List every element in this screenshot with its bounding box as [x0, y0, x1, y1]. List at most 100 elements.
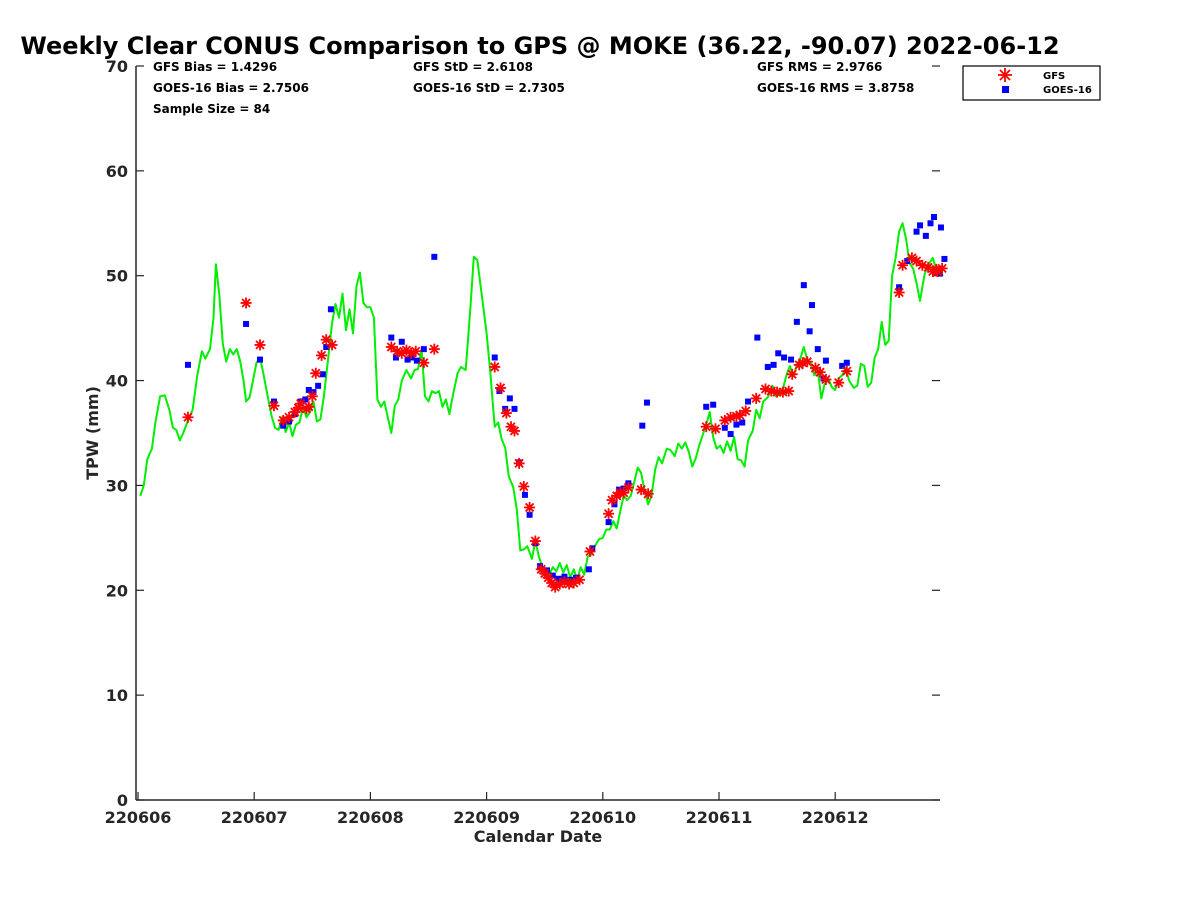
gfs-point	[182, 411, 194, 423]
gfs-point	[529, 535, 541, 547]
gfs-point-stroke	[514, 458, 524, 469]
gfs-point	[326, 339, 338, 351]
gfs-point	[489, 361, 501, 373]
gfs-point	[622, 482, 634, 494]
legend-goes-marker	[1002, 86, 1009, 93]
gfs-point	[783, 385, 795, 397]
gfs-point-stroke	[741, 406, 751, 416]
gfs-point-stroke	[937, 263, 947, 274]
chart-title: Weekly Clear CONUS Comparison to GPS @ M…	[20, 32, 1059, 60]
goes-16-point	[611, 501, 618, 508]
gfs-point	[893, 286, 905, 298]
gfs-point-stroke	[923, 262, 933, 272]
goes-16-point	[555, 575, 562, 582]
y-tick-label: 70	[106, 57, 128, 76]
goes-16-point	[739, 419, 746, 426]
gfs-point	[642, 488, 654, 500]
gfs-point	[418, 357, 430, 369]
gfs-point-stroke	[623, 482, 634, 493]
goes-16-point	[764, 363, 771, 370]
goes-16-point	[917, 222, 924, 229]
goes-16-point	[616, 486, 623, 493]
goes-16-point	[243, 320, 250, 327]
goes-16-point	[721, 424, 728, 431]
goes-16-point	[404, 356, 411, 363]
goes-16-point	[843, 359, 850, 366]
gfs-point	[911, 255, 923, 267]
goes-16-point	[302, 396, 309, 403]
legend-gfs-marker	[998, 68, 1012, 82]
goes-16-point	[754, 334, 761, 341]
gfs-point	[303, 401, 315, 413]
gfs-point	[513, 457, 525, 469]
goes-16-point	[491, 354, 498, 361]
goes-16-point	[710, 401, 717, 408]
gfs-point	[740, 405, 752, 417]
gfs-point-stroke	[802, 357, 812, 367]
goes-16-point	[511, 405, 518, 412]
gfs-point-stroke	[392, 346, 402, 356]
goes-16-point	[310, 389, 317, 396]
gfs-point-stroke	[897, 260, 908, 270]
gfs-point-stroke	[725, 412, 736, 422]
gfs-point-stroke	[810, 363, 821, 373]
gfs-point	[801, 356, 813, 368]
gfs-point-stroke	[559, 577, 570, 587]
goes-16-point	[315, 382, 322, 389]
goes-16-point	[420, 346, 427, 353]
gfs-point	[254, 339, 266, 351]
goes-16-point	[643, 399, 650, 406]
gfs-point	[385, 341, 397, 353]
goes-16-point	[398, 338, 405, 345]
stat-goes-rms: GOES-16 RMS = 3.8758	[757, 81, 914, 95]
gfs-point	[635, 484, 647, 496]
goes-16-point	[431, 253, 438, 260]
gfs-point	[400, 344, 412, 356]
x-tick-label: 220607	[221, 808, 288, 827]
goes-16-point	[770, 361, 777, 368]
goes-16-point	[585, 566, 592, 573]
goes-16-point	[537, 563, 544, 570]
stat-gfs-bias: GFS Bias = 1.4296	[153, 60, 277, 74]
y-tick-label: 40	[106, 372, 128, 391]
gfs-point	[710, 423, 722, 435]
goes-16-point	[733, 421, 740, 428]
gfs-point-stroke	[784, 386, 794, 396]
gfs-point-stroke	[815, 367, 825, 377]
gfs-point-stroke	[321, 335, 331, 345]
gfs-point-stroke	[787, 369, 797, 379]
gfs-point-stroke	[735, 410, 745, 420]
goes-16-point	[781, 354, 788, 361]
gfs-point-stroke	[710, 424, 721, 434]
stat-goes-std: GOES-16 StD = 2.7305	[413, 81, 565, 95]
gfs-point-stroke	[751, 393, 761, 404]
gfs-point-stroke	[603, 509, 614, 519]
gfs-point	[814, 366, 826, 378]
gps-series	[139, 222, 944, 581]
goes-16-series	[184, 213, 948, 583]
gfs-point-stroke	[509, 426, 520, 436]
y-tick-label: 10	[106, 686, 128, 705]
x-tick-label: 220609	[453, 808, 520, 827]
gfs-point	[283, 411, 295, 423]
y-axis-label: TPW (mm)	[83, 386, 102, 480]
gfs-point-stroke	[419, 358, 429, 368]
gfs-point-stroke	[241, 298, 251, 308]
gfs-point	[841, 365, 853, 377]
goes-16-point	[409, 354, 416, 361]
goes-16-point	[808, 302, 815, 309]
gfs-point	[508, 425, 520, 437]
x-tick-label: 220606	[105, 808, 172, 827]
goes-16-point	[319, 371, 326, 378]
gfs-point	[495, 382, 507, 394]
goes-16-point	[323, 344, 330, 351]
goes-16-point	[526, 511, 533, 518]
gfs-point-stroke	[296, 399, 306, 409]
gfs-point-stroke	[911, 256, 922, 266]
y-tick-label: 0	[117, 791, 128, 810]
gfs-point	[500, 407, 512, 419]
gfs-point-stroke	[834, 378, 844, 388]
gfs-point-stroke	[543, 573, 553, 583]
gfs-point-stroke	[907, 253, 917, 263]
